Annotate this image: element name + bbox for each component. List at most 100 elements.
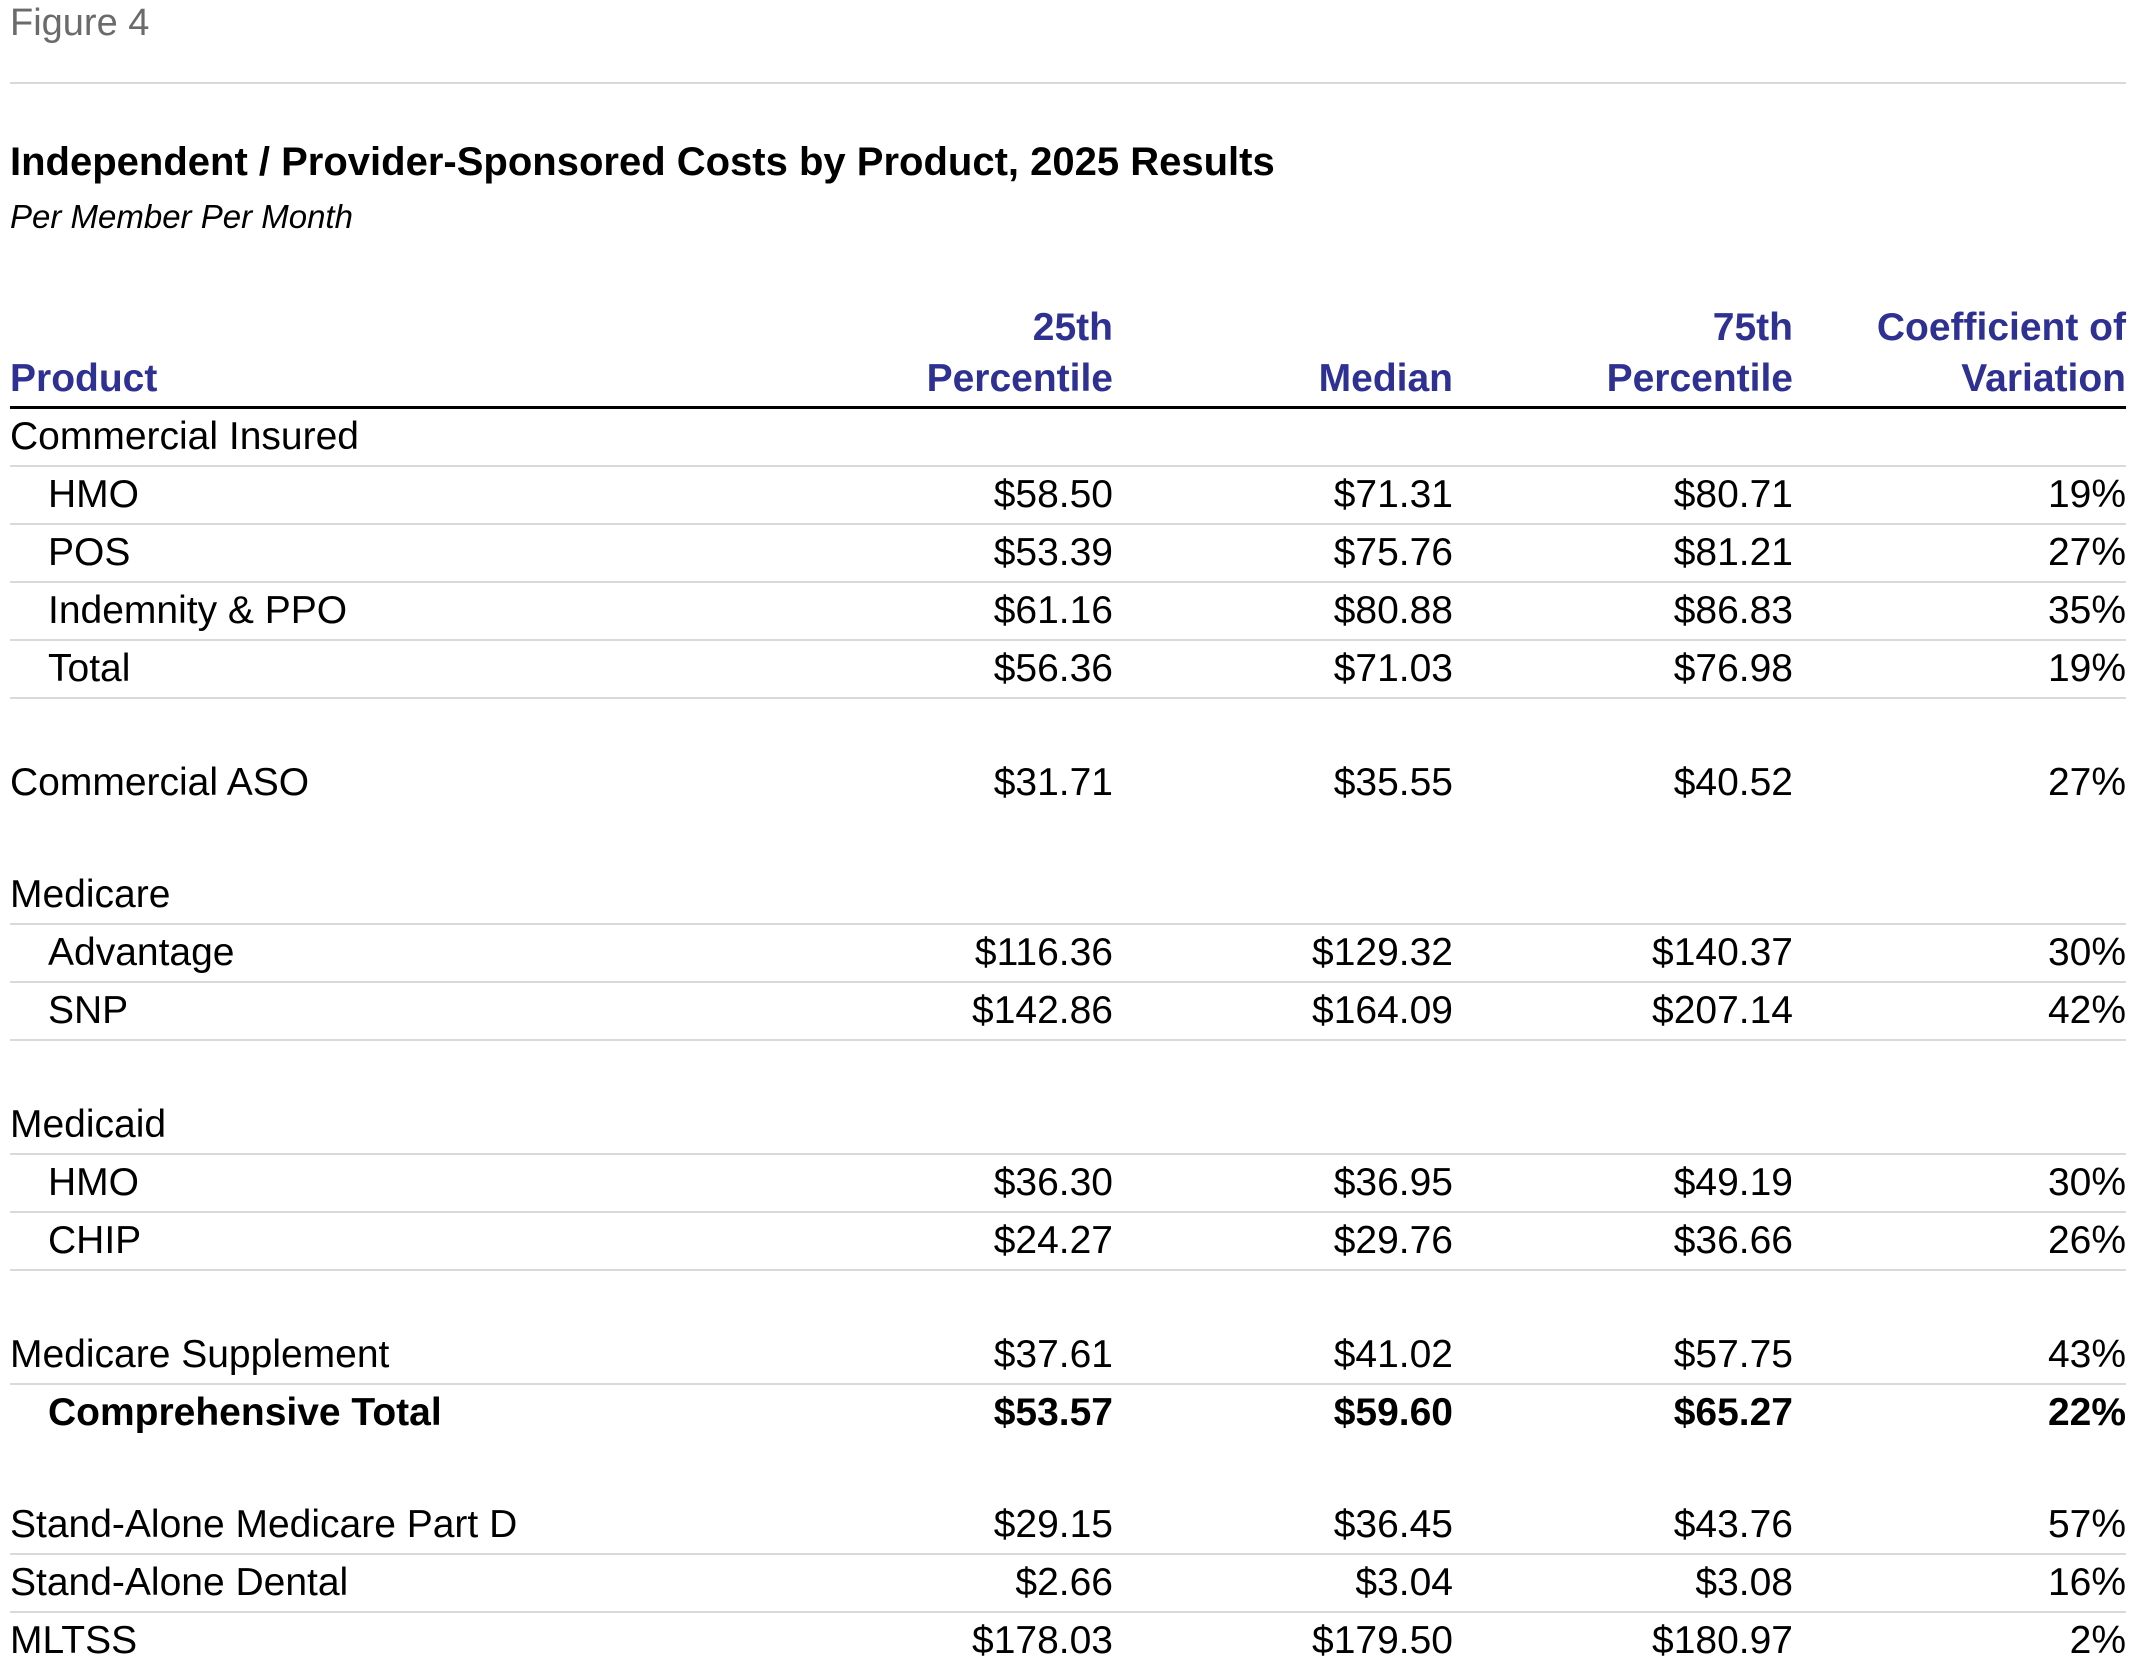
cell-75th: $40.52: [1673, 761, 1793, 804]
cell-median: $36.45: [1333, 1503, 1453, 1546]
cell-25th: $142.86: [972, 989, 1113, 1032]
header-75th-line1: 75th: [1712, 306, 1793, 349]
row-label: Advantage: [48, 931, 235, 974]
cell-cov: 27%: [2047, 531, 2126, 574]
table-row: CHIP $24.27 $29.76 $36.66 26%: [10, 1213, 2126, 1271]
table-row: HMO $58.50 $71.31 $80.71 19%: [10, 467, 2126, 525]
cell-25th: $53.57: [993, 1391, 1113, 1434]
cell-cov: 30%: [2047, 1161, 2126, 1204]
cell-25th: $29.15: [993, 1503, 1113, 1546]
row-label: Total: [48, 647, 131, 690]
row-label: HMO: [48, 1161, 139, 1204]
cell-cov: 27%: [2047, 761, 2126, 804]
row-label: Medicaid: [10, 1103, 167, 1146]
header-median: Median: [1318, 357, 1453, 400]
row-label: Medicare: [10, 873, 171, 916]
row-label: MLTSS: [10, 1619, 138, 1662]
cell-cov: 22%: [2047, 1391, 2126, 1434]
cell-75th: $57.75: [1673, 1333, 1793, 1376]
cell-75th: $80.71: [1673, 473, 1793, 516]
cell-median: $75.76: [1333, 531, 1453, 574]
cell-cov: 57%: [2047, 1503, 2126, 1546]
cell-25th: $56.36: [993, 647, 1113, 690]
cell-25th: $116.36: [974, 931, 1113, 974]
header-coefficient-of-variation: Coefficient of Variation: [1877, 302, 2126, 404]
row-label: Commercial ASO: [10, 761, 310, 804]
cell-75th: $86.83: [1673, 589, 1793, 632]
table-row: Advantage $116.36 $129.32 $140.37 30%: [10, 925, 2126, 983]
row-label: SNP: [48, 989, 129, 1032]
cell-median: $59.60: [1333, 1391, 1453, 1434]
table-row-medicaid: Medicaid: [10, 1097, 2126, 1155]
table-row: SNP $142.86 $164.09 $207.14 42%: [10, 983, 2126, 1041]
header-25th-line1: 25th: [1032, 306, 1113, 349]
cell-25th: $58.50: [993, 473, 1113, 516]
row-label: Indemnity & PPO: [48, 589, 348, 632]
cell-median: $29.76: [1333, 1219, 1453, 1262]
cell-median: $36.95: [1333, 1161, 1453, 1204]
header-product: Product: [10, 357, 158, 400]
header-75th-line2: Percentile: [1606, 357, 1793, 400]
cell-median: $80.88: [1333, 589, 1453, 632]
cell-75th: $81.21: [1673, 531, 1793, 574]
cell-cov: 19%: [2047, 647, 2126, 690]
cell-75th: $3.08: [1695, 1561, 1793, 1604]
cell-median: $129.32: [1312, 931, 1453, 974]
cell-cov: 19%: [2047, 473, 2126, 516]
header-75th-percentile: 75th Percentile: [1607, 302, 1793, 404]
table-row-commercial-aso: Commercial ASO $31.71 $35.55 $40.52 27%: [10, 755, 2126, 811]
table-subtitle: Per Member Per Month: [10, 198, 353, 235]
row-spacer: [10, 699, 2126, 755]
cell-75th: $207.14: [1652, 989, 1793, 1032]
cell-median: $41.02: [1333, 1333, 1453, 1376]
table-header: Product 25th Percentile Median 75th Perc…: [10, 300, 2126, 409]
figure-label: Figure 4: [10, 2, 150, 44]
cell-median: $179.50: [1312, 1619, 1453, 1662]
cell-75th: $180.97: [1652, 1619, 1793, 1662]
cell-cov: 26%: [2047, 1219, 2126, 1262]
cell-25th: $24.27: [993, 1219, 1113, 1262]
header-25th-line2: Percentile: [926, 357, 1113, 400]
table-row: HMO $36.30 $36.95 $49.19 30%: [10, 1155, 2126, 1213]
row-label: POS: [48, 531, 131, 574]
table-row-medicare: Medicare: [10, 867, 2126, 925]
table-title: Independent / Provider-Sponsored Costs b…: [10, 140, 1275, 184]
cell-cov: 2%: [2069, 1619, 2126, 1662]
cell-75th: $49.19: [1673, 1161, 1793, 1204]
cell-75th: $76.98: [1673, 647, 1793, 690]
row-spacer: [10, 1041, 2126, 1097]
table-row-standalone-dental: Stand-Alone Dental $2.66 $3.04 $3.08 16%: [10, 1555, 2126, 1613]
table-row-medicare-supplement: Medicare Supplement $37.61 $41.02 $57.75…: [10, 1327, 2126, 1385]
table-row: Indemnity & PPO $61.16 $80.88 $86.83 35%: [10, 583, 2126, 641]
cell-median: $164.09: [1312, 989, 1453, 1032]
table-row: Total $56.36 $71.03 $76.98 19%: [10, 641, 2126, 699]
cell-25th: $2.66: [1015, 1561, 1113, 1604]
row-spacer: [10, 1441, 2126, 1497]
cell-75th: $140.37: [1652, 931, 1793, 974]
table-row: POS $53.39 $75.76 $81.21 27%: [10, 525, 2126, 583]
cost-table: Product 25th Percentile Median 75th Perc…: [10, 300, 2126, 1669]
cell-25th: $37.61: [993, 1333, 1113, 1376]
table-row-standalone-part-d: Stand-Alone Medicare Part D $29.15 $36.4…: [10, 1497, 2126, 1555]
table-row-mltss: MLTSS $178.03 $179.50 $180.97 2%: [10, 1613, 2126, 1669]
row-label: HMO: [48, 473, 139, 516]
cell-75th: $36.66: [1673, 1219, 1793, 1262]
cell-median: $3.04: [1355, 1561, 1453, 1604]
cell-25th: $31.71: [993, 761, 1113, 804]
cell-median: $35.55: [1333, 761, 1453, 804]
table-row-commercial-insured: Commercial Insured: [10, 409, 2126, 467]
cell-cov: 43%: [2047, 1333, 2126, 1376]
header-cov-line1: Coefficient of: [1876, 306, 2126, 349]
cell-median: $71.31: [1333, 473, 1453, 516]
cell-25th: $61.16: [993, 589, 1113, 632]
row-spacer: [10, 811, 2126, 867]
cell-cov: 16%: [2047, 1561, 2126, 1604]
cell-cov: 30%: [2047, 931, 2126, 974]
cell-25th: $53.39: [993, 531, 1113, 574]
row-label: CHIP: [48, 1219, 142, 1262]
row-label: Stand-Alone Dental: [10, 1561, 349, 1604]
header-cov-line2: Variation: [1961, 357, 2126, 400]
cell-25th: $178.03: [972, 1619, 1113, 1662]
cell-cov: 35%: [2047, 589, 2126, 632]
row-label: Stand-Alone Medicare Part D: [10, 1503, 518, 1546]
